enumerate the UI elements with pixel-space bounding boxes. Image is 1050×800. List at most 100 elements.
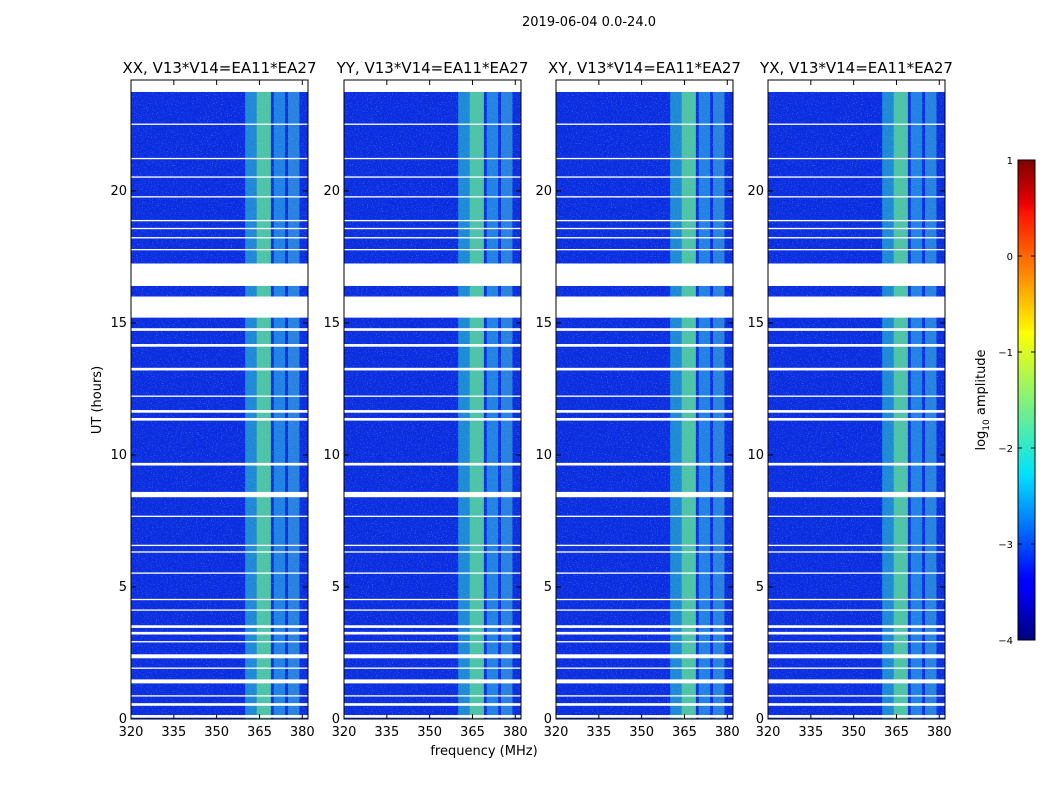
y-tick-label: 5 — [756, 580, 764, 595]
flagged-gap — [556, 551, 733, 553]
y-tick-label: 20 — [323, 184, 340, 199]
colorbar: −4 −3 −2 −1 0 1 log10 amplitude — [974, 156, 1036, 647]
flagged-gap — [556, 667, 733, 669]
flagged-gap — [556, 679, 733, 684]
flagged-gap — [131, 572, 308, 574]
flagged-gap — [768, 367, 945, 371]
flagged-gap — [344, 544, 521, 547]
flagged-gap — [556, 80, 733, 92]
flagged-gap — [344, 196, 521, 198]
flagged-gap — [768, 196, 945, 198]
panel-title: XX, V13*V14=EA11*EA27 — [122, 59, 316, 77]
flagged-gap — [768, 695, 945, 697]
flagged-gap — [344, 667, 521, 669]
flagged-gap — [131, 123, 308, 125]
y-tick-label: 15 — [535, 316, 552, 331]
flagged-gap — [131, 237, 308, 239]
flagged-gap — [768, 462, 945, 466]
flagged-gap — [131, 417, 308, 421]
heatmap-band — [698, 91, 711, 720]
flagged-gap — [556, 296, 733, 316]
x-tick-label: 380 — [927, 725, 952, 740]
colorbar-tick-label: −1 — [998, 348, 1013, 359]
colorbar-label-subscript: 10 — [982, 419, 992, 431]
heatmap-panels: XX, V13*V14=EA11*EA27 320 335 350 365 380 0 5 10… — [110, 59, 952, 740]
flagged-gap — [556, 703, 733, 706]
y-tick-label: 5 — [119, 580, 127, 595]
flagged-gap — [556, 344, 733, 347]
flagged-gap — [556, 395, 733, 397]
flagged-gap — [131, 551, 308, 553]
x-axis-label: frequency (MHz) — [430, 744, 537, 759]
panel-frame — [555, 79, 734, 720]
colorbar-label-suffix: amplitude — [974, 349, 989, 419]
colorbar-gradient — [1017, 159, 1036, 641]
flagged-gap — [344, 123, 521, 125]
flagged-gap — [556, 315, 733, 318]
flagged-gap — [131, 631, 308, 635]
flagged-gap — [556, 631, 733, 635]
flagged-gap — [768, 654, 945, 659]
flagged-gap — [344, 263, 521, 286]
heatmap-band — [893, 91, 908, 720]
heatmap-band — [882, 91, 894, 720]
y-tick-label: 20 — [747, 184, 764, 199]
heatmap-panel-yx: YX, V13*V14=EA11*EA27 320 335 350 365 380 0 5 10… — [747, 59, 952, 740]
y-tick-label: 10 — [110, 448, 127, 463]
heatmap-band — [670, 91, 682, 720]
heatmap-band — [469, 91, 484, 720]
x-tick-label: 365 — [247, 725, 272, 740]
flagged-gap — [344, 219, 521, 222]
flagged-gap — [344, 631, 521, 635]
panel-frame — [343, 79, 522, 720]
flagged-gap — [768, 679, 945, 684]
flagged-gap — [556, 462, 733, 466]
heatmap-band — [458, 91, 470, 720]
y-tick-label: 5 — [332, 580, 340, 595]
flagged-gap — [131, 625, 308, 628]
flagged-gap — [344, 410, 521, 413]
flagged-gap — [768, 609, 945, 611]
heatmap-band — [288, 91, 300, 720]
x-tick-label: 320 — [756, 725, 781, 740]
flagged-gap — [131, 219, 308, 222]
flagged-gap — [131, 315, 308, 318]
flagged-gap — [768, 344, 945, 347]
flagged-gap — [768, 715, 945, 718]
flagged-gap — [556, 544, 733, 547]
flagged-gap — [344, 609, 521, 611]
flagged-gap — [768, 328, 945, 331]
x-tick-label: 320 — [332, 725, 357, 740]
y-tick-label: 10 — [535, 448, 552, 463]
heatmap-band — [925, 91, 937, 720]
flagged-gap — [131, 248, 308, 251]
x-tick-label: 365 — [884, 725, 909, 740]
x-tick-label: 350 — [417, 725, 442, 740]
flagged-gap — [344, 625, 521, 628]
flagged-gap — [556, 491, 733, 498]
heatmap-panel-xx: XX, V13*V14=EA11*EA27 320 335 350 365 380 0 5 10… — [110, 59, 316, 740]
flagged-gap — [344, 598, 521, 601]
y-tick-label: 20 — [110, 184, 127, 199]
colorbar-tick-label: −3 — [998, 540, 1013, 551]
flagged-gap — [344, 296, 521, 316]
flagged-gap — [131, 296, 308, 316]
flagged-gap — [556, 417, 733, 421]
flagged-gap — [768, 176, 945, 178]
flagged-gap — [768, 248, 945, 251]
flagged-gap — [131, 176, 308, 178]
flagged-gap — [556, 695, 733, 697]
x-tick-label: 335 — [161, 725, 186, 740]
heatmap-band — [681, 91, 696, 720]
flagged-gap — [131, 609, 308, 611]
flagged-gap — [344, 515, 521, 518]
colorbar-tick-label: 0 — [1007, 252, 1013, 263]
heatmap-panel-yy: YY, V13*V14=EA11*EA27 320 335 350 365 380 0 5 10… — [323, 59, 528, 740]
flagged-gap — [344, 654, 521, 659]
y-tick-label: 0 — [332, 712, 340, 727]
flagged-gap — [131, 80, 308, 92]
flagged-gap — [344, 248, 521, 251]
x-tick-label: 350 — [629, 725, 654, 740]
y-tick-label: 10 — [323, 448, 340, 463]
